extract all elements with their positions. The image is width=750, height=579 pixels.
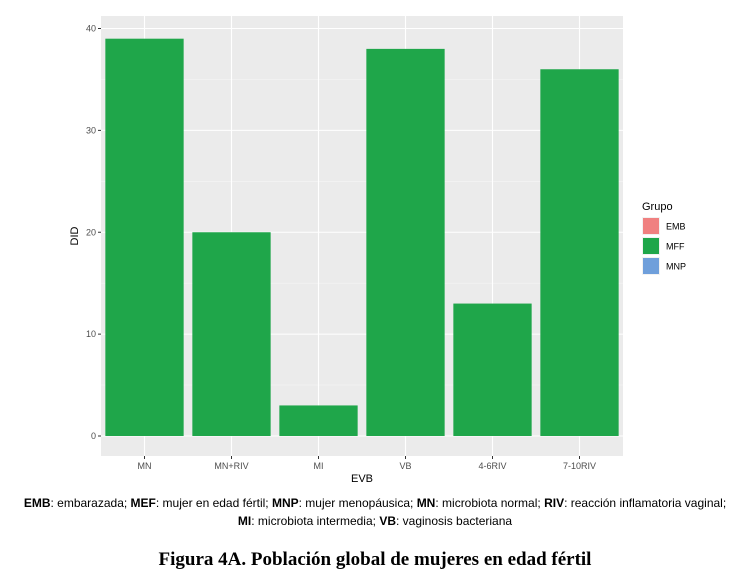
caption-abbreviation: RIV	[544, 496, 565, 510]
y-axis: 0 10 20 30 40	[86, 24, 101, 441]
legend-swatch-emb	[643, 218, 659, 234]
caption-definition: : mujer en edad fértil;	[155, 496, 272, 510]
legend: Grupo EMB MFF MNP	[642, 201, 686, 275]
bar-mi	[279, 405, 358, 436]
y-tick-label: 40	[86, 24, 96, 34]
bar-mn-riv	[192, 232, 271, 436]
caption-line-1: EMB: embarazada; MEF: mujer en edad fért…	[0, 494, 750, 512]
caption-definition: : mujer menopáusica;	[298, 496, 417, 510]
bar-mn	[105, 38, 184, 436]
x-axis-title: EVB	[351, 473, 373, 485]
x-tick-label: 7-10RIV	[563, 461, 596, 471]
caption-line-2: MI: microbiota intermedia; VB: vaginosis…	[0, 512, 750, 530]
legend-label-mnp: MNP	[666, 262, 686, 272]
legend-swatch-mff	[643, 238, 659, 254]
caption-definition: : microbiota intermedia;	[251, 514, 380, 528]
y-tick-label: 30	[86, 125, 96, 135]
caption-abbreviation: EMB	[23, 496, 51, 510]
caption-definition: : microbiota normal;	[435, 496, 545, 510]
legend-swatch-mnp	[643, 258, 659, 274]
legend-label-emb: EMB	[666, 222, 686, 232]
caption-abbreviation: MI	[237, 514, 252, 528]
y-tick-label: 0	[91, 431, 96, 441]
caption-abbreviation: VB	[379, 514, 396, 528]
caption-definition: : reacción inflamatoria vaginal;	[564, 496, 727, 510]
caption-definition: : vaginosis bacteriana	[396, 514, 513, 528]
x-tick-label: MI	[314, 461, 324, 471]
y-tick-label: 10	[86, 329, 96, 339]
x-axis: MN MN+RIV MI VB 4-6RIV 7-10RIV	[138, 456, 596, 471]
x-tick-label: MN	[138, 461, 152, 471]
bar-4-6riv	[453, 303, 532, 436]
bar-7-10riv	[540, 69, 619, 436]
bars	[105, 38, 619, 436]
x-tick-label: MN+RIV	[214, 461, 248, 471]
caption-abbreviation: MEF	[130, 496, 156, 510]
figure-title: Figura 4A. Población global de mujeres e…	[158, 549, 592, 570]
y-axis-title: DID	[69, 226, 81, 245]
caption-definition: : embarazada;	[50, 496, 131, 510]
legend-title: Grupo	[642, 201, 673, 213]
x-tick-label: 4-6RIV	[478, 461, 506, 471]
legend-label-mff: MFF	[666, 242, 685, 252]
caption-abbreviation: MNP	[271, 496, 299, 510]
x-tick-label: VB	[399, 461, 411, 471]
plot-panel	[101, 16, 623, 456]
y-tick-label: 20	[86, 227, 96, 237]
caption-abbreviation: MN	[416, 496, 436, 510]
bar-vb	[366, 48, 445, 436]
